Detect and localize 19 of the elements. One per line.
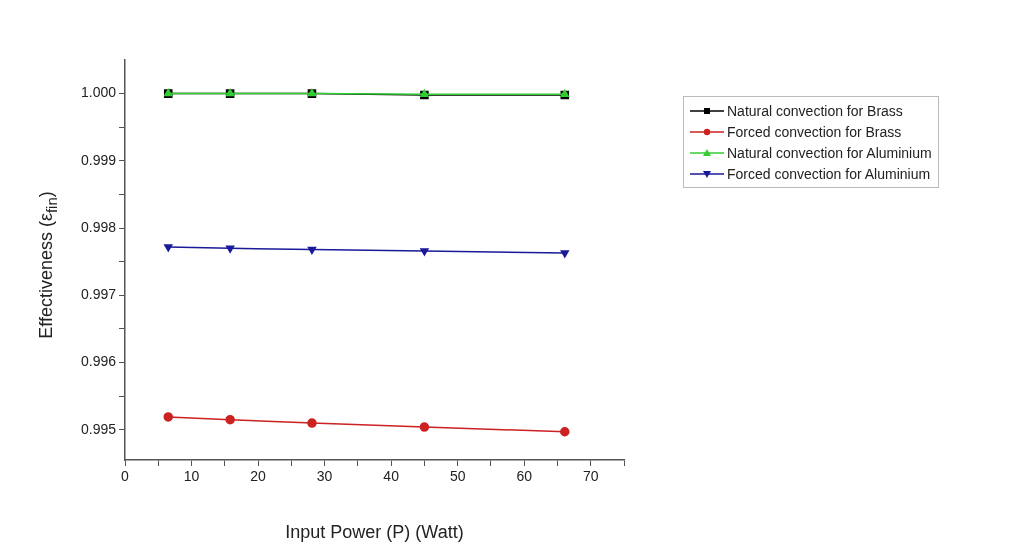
y-tick-label: 0.996 <box>80 353 117 370</box>
legend-label: Natural convection for Aluminium <box>727 144 932 161</box>
legend-label: Forced convection for Aluminium <box>727 165 931 182</box>
x-axis-title: Input Power (P) (Watt) <box>285 522 464 543</box>
legend-label: Forced convection for Brass <box>727 123 902 140</box>
x-tick-label: 20 <box>250 468 267 485</box>
x-tick-label: 30 <box>316 468 333 485</box>
x-tick-label: 70 <box>582 468 599 485</box>
y-tick-label: 0.998 <box>80 218 117 235</box>
x-tick-label: 50 <box>449 468 466 485</box>
x-tick-label: 0 <box>121 468 130 485</box>
x-tick-label: 60 <box>516 468 533 485</box>
y-tick-label: 0.995 <box>80 420 117 437</box>
y-tick-label: 0.997 <box>80 286 117 303</box>
y-tick-label: 1.000 <box>80 84 117 101</box>
y-tick-label: 0.999 <box>80 151 117 168</box>
x-tick-label: 40 <box>383 468 400 485</box>
legend-label: Natural convection for Brass <box>727 102 903 119</box>
x-tick-label: 10 <box>183 468 200 485</box>
